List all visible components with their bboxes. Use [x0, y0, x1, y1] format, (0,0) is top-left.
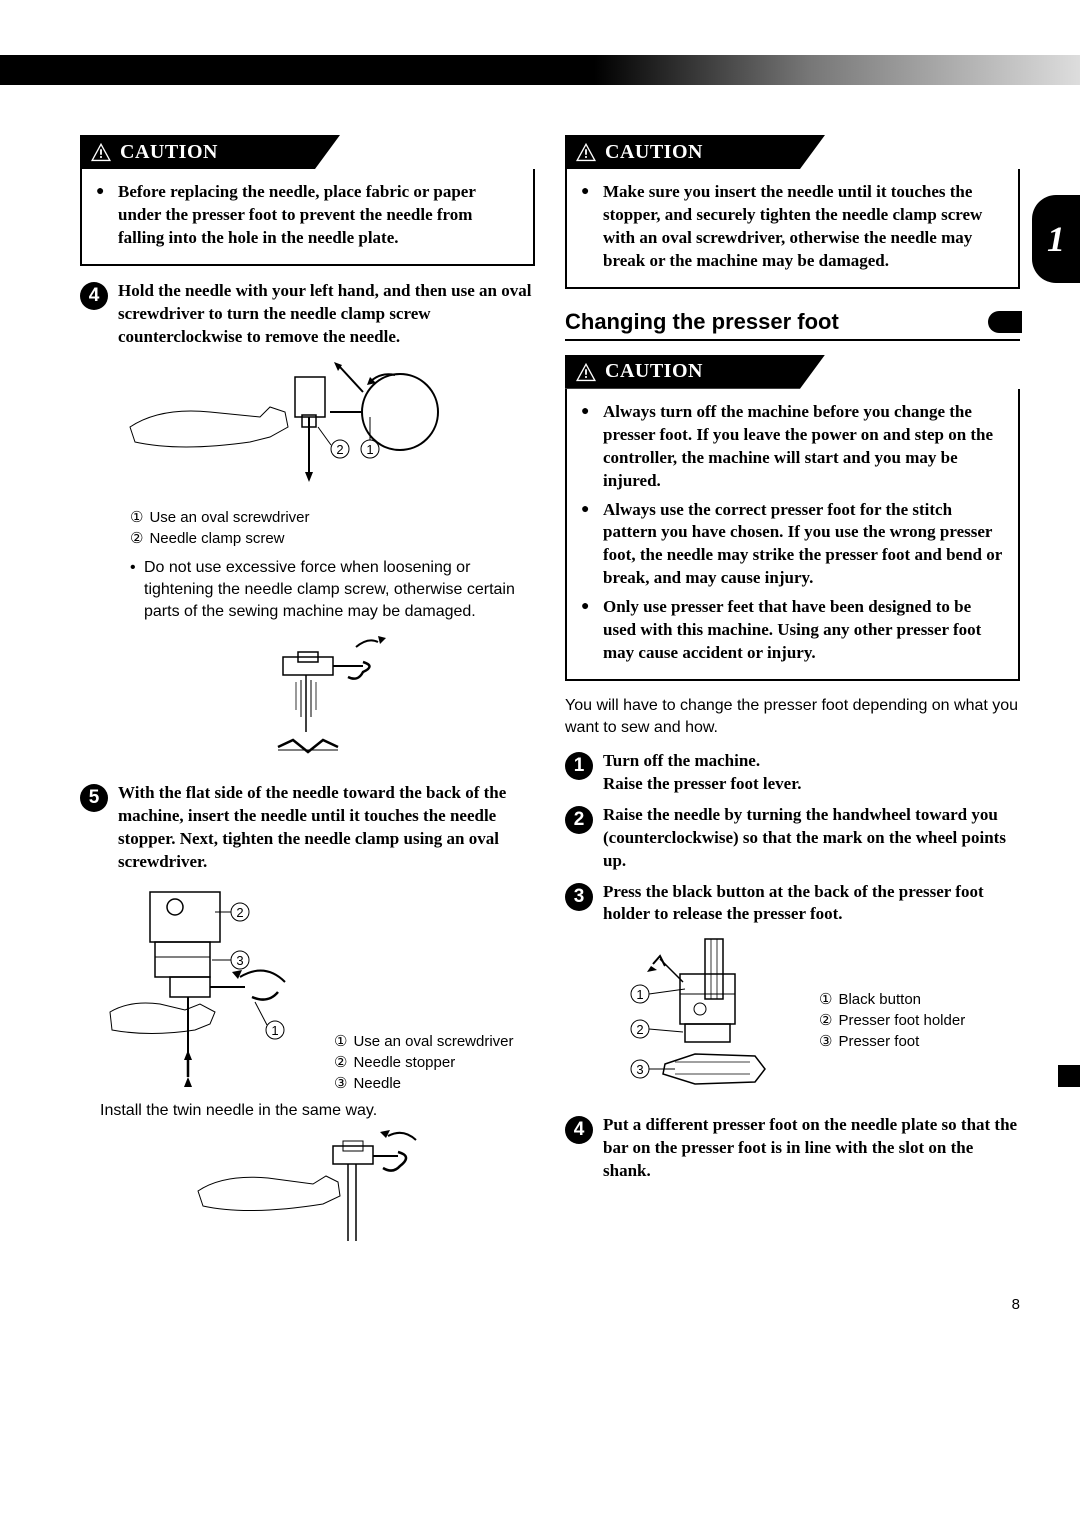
legend-text: Needle stopper	[353, 1052, 455, 1073]
step-number-icon: 4	[80, 282, 108, 310]
legend-3: ① Black button ② Presser foot holder ③ Pres…	[819, 989, 965, 1052]
side-marker	[1058, 1065, 1080, 1087]
step-text: Turn off the machine. Raise the presser …	[603, 750, 801, 796]
caution-header: CAUTION	[565, 135, 1020, 169]
figure-needle-insert-row: 2 3 1 ① Use an oval screwdriver ② Needle s…	[100, 882, 535, 1102]
legend-num: ①	[130, 507, 143, 528]
legend-num: ①	[819, 989, 832, 1010]
caution-item: Always turn off the machine before you c…	[581, 401, 1004, 493]
intro-text: You will have to change the presser foot…	[565, 695, 1020, 740]
step-2: 2 Raise the needle by turning the handwh…	[565, 804, 1020, 873]
caution-item: Make sure you insert the needle until it…	[581, 181, 1004, 273]
legend-text: Use an oval screwdriver	[353, 1031, 513, 1052]
step-number-icon: 4	[565, 1116, 593, 1144]
step-text: Raise the needle by turning the handwhee…	[603, 804, 1020, 873]
legend-text: Use an oval screwdriver	[149, 507, 309, 528]
svg-text:1: 1	[366, 442, 373, 457]
legend-num: ①	[334, 1031, 347, 1052]
legend-text: Black button	[838, 989, 921, 1010]
caution-label: CAUTION	[605, 141, 703, 164]
legend-2: ① Use an oval screwdriver ② Needle stopper…	[334, 1031, 514, 1094]
warning-icon	[575, 142, 597, 162]
step-number-icon: 2	[565, 806, 593, 834]
caution-header: CAUTION	[80, 135, 535, 169]
svg-text:1: 1	[271, 1023, 278, 1038]
caution-header: CAUTION	[565, 355, 1020, 389]
legend-1: ① Use an oval screwdriver ② Needle clamp s…	[130, 507, 535, 549]
caution-item: Before replacing the needle, place fabri…	[96, 181, 519, 250]
step-number-icon: 5	[80, 784, 108, 812]
figure-needle-damage	[80, 632, 535, 772]
legend-num: ③	[334, 1073, 347, 1094]
step-1: 1 Turn off the machine. Raise the presse…	[565, 750, 1020, 796]
header-gradient-bar	[0, 55, 1080, 85]
step-text: With the flat side of the needle toward …	[118, 782, 535, 874]
step-text: Put a different presser foot on the need…	[603, 1114, 1020, 1183]
caution-item: Only use presser feet that have been des…	[581, 596, 1004, 665]
legend-num: ②	[334, 1052, 347, 1073]
step-5: 5 With the flat side of the needle towar…	[80, 782, 535, 874]
heading-decoration	[988, 311, 1022, 333]
step-number-icon: 3	[565, 883, 593, 911]
twin-needle-note: Install the twin needle in the same way.	[100, 1102, 535, 1120]
legend-text: Needle	[353, 1073, 401, 1094]
section-heading: Changing the presser foot	[565, 305, 1020, 341]
caution-label: CAUTION	[120, 141, 218, 164]
svg-text:2: 2	[236, 905, 243, 920]
step-4-right: 4 Put a different presser foot on the ne…	[565, 1114, 1020, 1183]
step-3: 3 Press the black button at the back of …	[565, 881, 1020, 927]
left-column: CAUTION Before replacing the needle, pla…	[80, 135, 535, 1266]
warning-icon	[90, 142, 112, 162]
chapter-number: 1	[1047, 218, 1065, 260]
note-text: Do not use excessive force when loosenin…	[130, 557, 535, 624]
legend-num: ③	[819, 1031, 832, 1052]
legend-num: ②	[130, 528, 143, 549]
caution-box: Make sure you insert the needle until it…	[565, 169, 1020, 289]
caution-box: Always turn off the machine before you c…	[565, 389, 1020, 681]
svg-text:3: 3	[636, 1062, 643, 1077]
step-text: Press the black button at the back of th…	[603, 881, 1020, 927]
warning-icon	[575, 362, 597, 382]
caution-label: CAUTION	[605, 360, 703, 383]
step-number-icon: 1	[565, 752, 593, 780]
figure-twin-needle	[80, 1126, 535, 1256]
legend-num: ②	[819, 1010, 832, 1031]
figure-presser-foot: 1 2 3	[605, 934, 805, 1114]
svg-text:2: 2	[636, 1022, 643, 1037]
chapter-tab: 1	[1032, 195, 1080, 283]
figure-presser-foot-row: 1 2 3 ① Black button ② Presser foot holder…	[605, 934, 1020, 1114]
page-number: 8	[0, 1296, 1080, 1353]
step-4: 4 Hold the needle with your left hand, a…	[80, 280, 535, 349]
svg-text:1: 1	[636, 987, 643, 1002]
svg-text:3: 3	[236, 953, 243, 968]
step-text: Hold the needle with your left hand, and…	[118, 280, 535, 349]
figure-needle-insert: 2 3 1	[100, 882, 320, 1102]
figure-needle-remove: 2 1	[120, 357, 535, 497]
legend-text: Presser foot holder	[838, 1010, 965, 1031]
caution-item: Always use the correct presser foot for …	[581, 499, 1004, 591]
svg-text:2: 2	[336, 442, 343, 457]
legend-text: Needle clamp screw	[149, 528, 284, 549]
section-title: Changing the presser foot	[565, 309, 839, 335]
right-column: CAUTION Make sure you insert the needle …	[565, 135, 1020, 1266]
caution-box: Before replacing the needle, place fabri…	[80, 169, 535, 266]
legend-text: Presser foot	[838, 1031, 919, 1052]
